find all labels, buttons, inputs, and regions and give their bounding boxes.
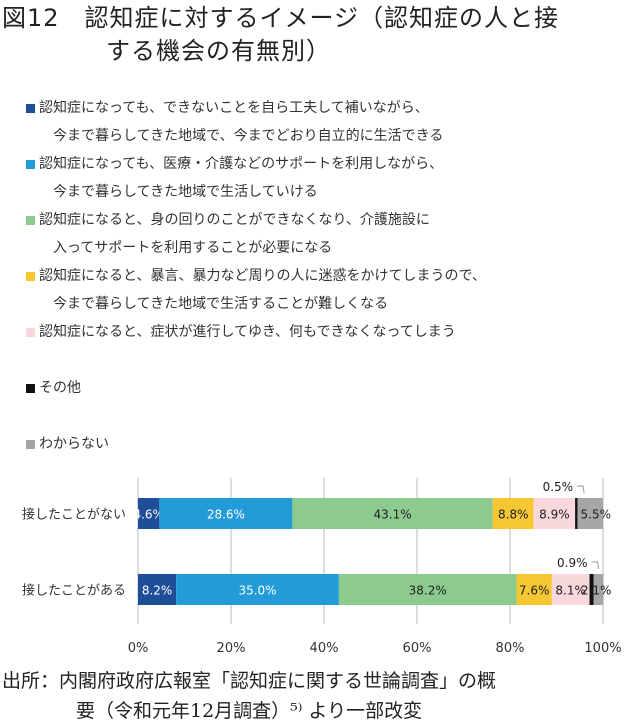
legend-label-cont: 今まで暮らしてきた地域で、今までどおり自立的に生活できる (53, 128, 444, 144)
data-label: 0.9% (557, 556, 588, 570)
data-label: 8.8% (498, 508, 529, 522)
bar-segment (533, 498, 576, 529)
legend-marker (26, 271, 35, 281)
bar-segment (516, 574, 552, 605)
legend-item: 認知症になっても、できないことを自ら工夫して補いながら、 (26, 94, 486, 122)
bar-segment (589, 574, 594, 605)
data-label: 7.6% (519, 584, 550, 598)
data-label: 4.6% (133, 508, 164, 522)
x-tick-label: 80% (496, 641, 525, 656)
category-label: 接したことがない (22, 507, 126, 523)
data-label: 8.1% (555, 584, 586, 598)
legend-label-cont: 入ってサポートを利用することが必要になる (53, 240, 333, 256)
legend-item: 認知症になると、身の回りのことができなくなり、介護施設に (26, 206, 486, 234)
chart-title-line1: 図12 認知症に対するイメージ（認知症の人と接 (2, 4, 560, 32)
legend-label-cont: 今まで暮らしてきた地域で生活することが難しくなる (53, 296, 389, 312)
legend: 認知症になっても、できないことを自ら工夫して補いながら、今まで暮らしてきた地域で… (26, 94, 486, 458)
x-tick-label: 100% (584, 641, 621, 656)
legend-item: 認知症になると、暴言、暴力など周りの人に迷惑をかけてしまうので、 (26, 262, 486, 290)
x-tick-label: 40% (310, 641, 339, 656)
legend-label: わからない (39, 436, 109, 452)
bar-segment (292, 498, 493, 529)
legend-marker (26, 159, 35, 169)
legend-label: 認知症になると、暴言、暴力など周りの人に迷惑をかけてしまうので、 (39, 268, 486, 284)
x-tick-label: 60% (403, 641, 432, 656)
legend-item: 認知症になっても、医療・介護などのサポートを利用しながら、 (26, 150, 486, 178)
data-label: 0.5% (543, 480, 574, 494)
legend-item: わからない (26, 430, 486, 458)
legend-label: その他 (39, 380, 81, 396)
data-label: 28.6% (207, 508, 245, 522)
data-label: 43.1% (374, 508, 412, 522)
chart-plot: 0% 20% 40% 60% 80% 100% 接したことがない 4.6% 28.6% 43.1%… (22, 478, 622, 656)
bar-segment (338, 574, 517, 605)
legend-item: 認知症になると、症状が進行してゆき、何もできなくなってしまう (26, 318, 486, 346)
legend-marker (26, 383, 35, 393)
legend-marker (26, 439, 35, 449)
bar-segment (575, 498, 579, 529)
legend-marker (26, 103, 35, 113)
data-label: 8.2% (142, 584, 173, 598)
legend-item: その他 (26, 374, 486, 402)
category-label: 接したことがある (22, 583, 126, 599)
source-line1: 出所：内閣府政府広報室「認知症に関する世論調査」の概 (2, 670, 497, 692)
leader-line (577, 485, 585, 494)
legend-label: 認知症になると、症状が進行してゆき、何もできなくなってしまう (39, 324, 456, 340)
legend-label-cont: 今まで暮らしてきた地域で生活していける (53, 184, 318, 200)
bar-segment (551, 574, 590, 605)
source-line2: 要（令和元年12月調査）⁵⁾ より一部改変 (76, 700, 423, 722)
bar-segment (138, 574, 177, 605)
bar-segment (492, 498, 534, 529)
data-label: 38.2% (409, 584, 447, 598)
chart-title-line2: する機会の有無別） (106, 37, 331, 65)
data-label: 8.9% (539, 508, 570, 522)
x-tick-label: 20% (217, 641, 246, 656)
legend-marker (26, 215, 35, 225)
data-label: 2.1% (581, 584, 612, 598)
bar-segment (138, 498, 160, 529)
data-label: 35.0% (238, 584, 276, 598)
legend-label: 認知症になっても、医療・介護などのサポートを利用しながら、 (39, 156, 444, 172)
data-label: 5.5% (581, 508, 612, 522)
bar-segment (159, 498, 293, 529)
bar-segment (577, 498, 603, 529)
bar-segment (176, 574, 339, 605)
bar-segment (593, 574, 604, 605)
legend-marker (26, 327, 35, 337)
leader-line (591, 561, 600, 570)
x-tick-label: 0% (128, 641, 149, 656)
legend-label: 認知症になっても、できないことを自ら工夫して補いながら、 (39, 100, 429, 116)
legend-label: 認知症になると、身の回りのことができなくなり、介護施設に (39, 212, 430, 228)
